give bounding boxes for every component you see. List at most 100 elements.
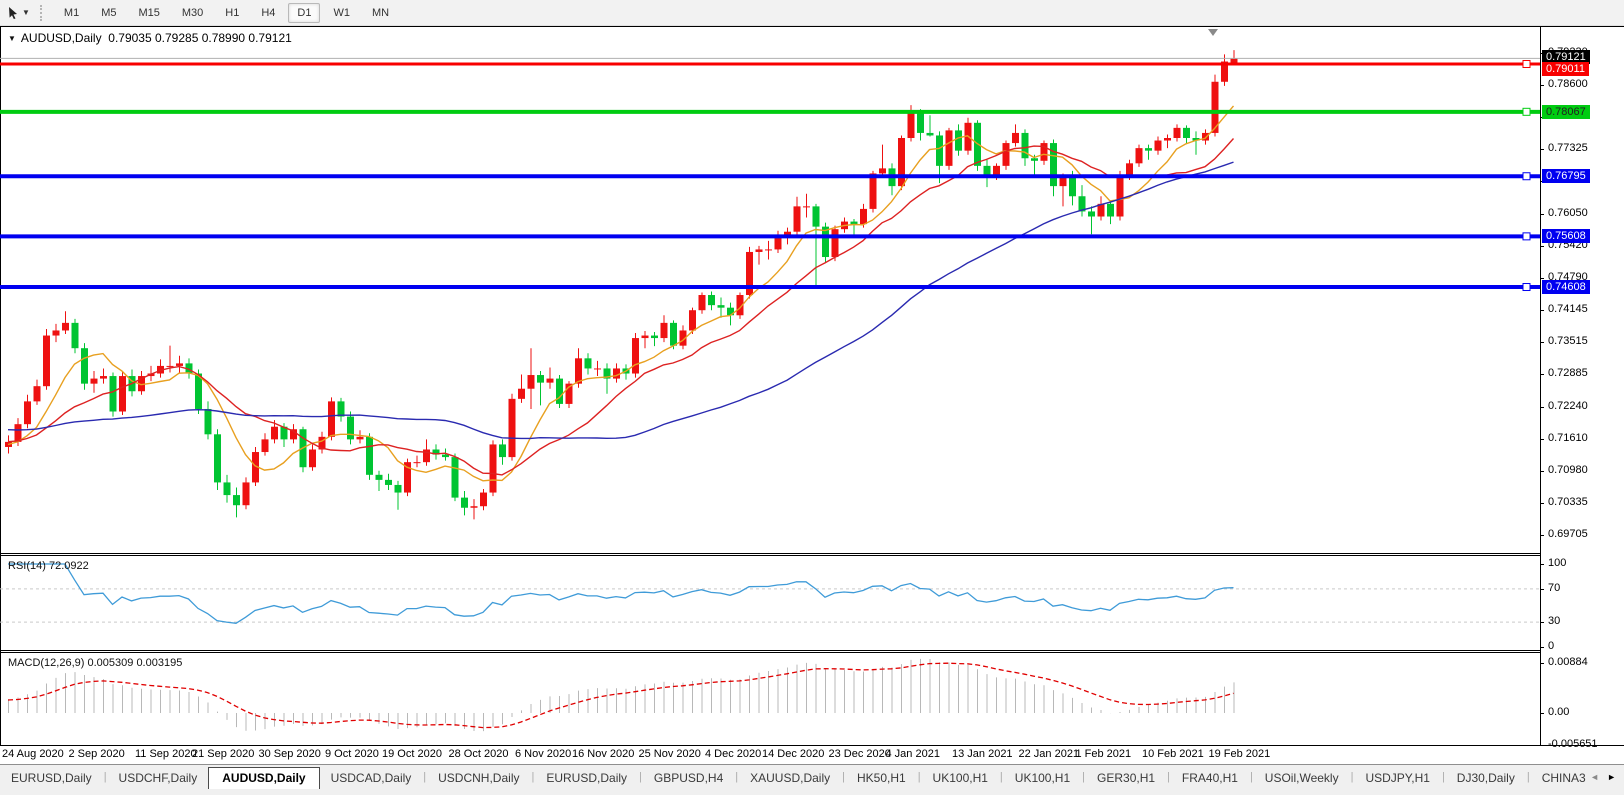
price-tick-label: 0.73515	[1548, 335, 1588, 348]
date-label: 6 Nov 2020	[515, 748, 572, 760]
macd-tick-label-tick	[1540, 744, 1544, 746]
bottom-tab-fra40-h1[interactable]: FRA40,H1	[1181, 771, 1238, 785]
date-label: 11 Sep 2020	[135, 748, 197, 760]
date-label: 25 Nov 2020	[638, 748, 701, 760]
bottom-tab-ger30-h1[interactable]: GER30,H1	[1097, 771, 1156, 785]
panel-separator-macd-top[interactable]	[0, 650, 1624, 651]
bottom-tab-gbpusd-h4[interactable]: GBPUSD,H4	[653, 771, 724, 785]
price-tick-label: 0.70335	[1548, 496, 1588, 509]
price-axis-line	[1540, 27, 1541, 745]
date-label: 16 Nov 2020	[572, 748, 635, 760]
bottom-tab-usdcad-daily[interactable]: USDCAD,Daily	[330, 771, 412, 785]
price-axis[interactable]: 0.792300.786000.779550.773250.766950.760…	[1540, 27, 1624, 750]
date-label: 22 Jan 2021	[1018, 748, 1080, 760]
tab-scroll-right-icon[interactable]: ►	[1607, 772, 1616, 782]
price-tick-label-tick	[1540, 149, 1544, 151]
crosshair-cursor-icon[interactable]: ▼	[0, 6, 34, 20]
price-tick-label: 0.77325	[1548, 142, 1588, 155]
bottom-tab-xauusd-daily[interactable]: XAUUSD,Daily	[750, 771, 831, 785]
date-label: 1 Feb 2021	[1075, 748, 1132, 760]
bottom-tab-uk100-h1[interactable]: UK100,H1	[1014, 771, 1071, 785]
rsi-tick-label-tick	[1540, 622, 1544, 624]
date-label: 9 Oct 2020	[325, 748, 379, 760]
bottom-tab-usdcnh-daily[interactable]: USDCNH,Daily	[438, 771, 520, 785]
collapse-triangle-icon[interactable]: ▼	[8, 34, 16, 43]
timeframe-button-m30[interactable]: M30	[181, 6, 204, 19]
timeframe-toolbar: ▼ M1 M5 M15 M30 H1 H4 D1 W1 MN	[0, 0, 1624, 26]
price-tick-label-tick	[1540, 342, 1544, 344]
rsi-tick-label: 100	[1548, 557, 1567, 569]
tab-separator: |	[1441, 771, 1445, 783]
timeframe-button-h4[interactable]: H4	[261, 6, 276, 19]
price-tick-label-tick	[1540, 374, 1544, 376]
timeframe-button-m1[interactable]: M1	[63, 6, 80, 19]
bottom-tab-hk50-h1[interactable]: HK50,H1	[856, 771, 906, 785]
timeframe-button-m15[interactable]: M15	[138, 6, 160, 19]
timeframe-button-m5[interactable]: M5	[101, 6, 117, 19]
panel-separator-rsi-top[interactable]	[0, 553, 1624, 554]
panel-separator-rsi-bottom[interactable]	[0, 555, 1624, 556]
price-tick-label-tick	[1540, 277, 1544, 279]
bottom-tab-eurusd-daily[interactable]: EURUSD,Daily	[546, 771, 628, 785]
timeframe-button-w1[interactable]: W1	[333, 6, 350, 19]
chart-window-left-border	[0, 26, 1, 746]
rsi-tick-label-tick	[1540, 564, 1544, 565]
tab-scroll-left-icon[interactable]: ◄	[1590, 772, 1600, 782]
price-tick-label: 0.72240	[1548, 399, 1588, 412]
candlestick-chart[interactable]	[0, 27, 1540, 553]
chevron-down-icon[interactable]: ▼	[22, 8, 30, 17]
bottom-tab-usdjpy-h1[interactable]: USDJPY,H1	[1365, 771, 1430, 785]
hline-price-badge: 0.79011	[1542, 62, 1589, 76]
rsi-tick-label: 30	[1548, 615, 1561, 628]
toolbar-grip	[39, 4, 45, 21]
macd-label: MACD(12,26,9) 0.005309 0.003195	[8, 657, 182, 669]
date-label: 4 Dec 2020	[705, 748, 762, 760]
chart-window-top-border	[0, 26, 1624, 27]
bottom-tab-uk100-h1[interactable]: UK100,H1	[932, 771, 988, 785]
rsi-label: RSI(14) 72.0922	[8, 560, 89, 572]
date-label: 19 Feb 2021	[1208, 748, 1271, 760]
date-label: 19 Oct 2020	[382, 748, 442, 760]
bottom-tab-dj30-daily[interactable]: DJ30,Daily	[1456, 771, 1515, 785]
timeframe-button-h1[interactable]: H1	[225, 6, 240, 19]
date-label: 4 Jan 2021	[885, 748, 940, 760]
date-axis: 24 Aug 2020 2 Sep 2020 11 Sep 2020 21 Sep 2…	[0, 746, 1624, 763]
tab-separator: |	[103, 771, 107, 783]
rsi-tick-label: 70	[1548, 581, 1561, 594]
price-tick-label: 0.69705	[1548, 528, 1588, 541]
bottom-tab-eurusd-daily[interactable]: EURUSD,Daily	[11, 771, 92, 785]
tab-separator: |	[917, 771, 921, 783]
tab-separator: |	[735, 771, 739, 783]
bottom-tab-usoil-weekly[interactable]: USOil,Weekly	[1264, 771, 1339, 785]
price-tick-label: 0.74790	[1548, 270, 1588, 283]
current-price-badge: 0.79121	[1542, 50, 1590, 65]
date-label: 30 Sep 2020	[258, 748, 321, 760]
rsi-indicator-panel[interactable]	[0, 557, 1540, 650]
price-tick-label-tick	[1540, 470, 1544, 472]
hline-price-badge: 0.74608	[1542, 280, 1590, 294]
tab-separator: |	[1249, 771, 1253, 783]
bottom-tab-china300-h1[interactable]: CHINA300,H1	[1541, 771, 1586, 785]
price-tick-label-tick	[1540, 535, 1544, 537]
tab-scroll-arrows: ◄ ►	[1586, 765, 1624, 789]
bottom-tab-audusd-daily[interactable]: AUDUSD,Daily	[208, 767, 320, 789]
tab-separator: |	[842, 771, 845, 783]
macd-name: MACD(12,26,9)	[8, 657, 85, 669]
macd-tick-label: 0.00884	[1548, 656, 1588, 668]
macd-tick-label-tick	[1540, 663, 1544, 664]
date-label: 2 Sep 2020	[68, 748, 125, 760]
price-tick-label: 0.71610	[1548, 431, 1588, 444]
macd-indicator-panel[interactable]	[0, 654, 1540, 745]
bottom-tab-usdchf-daily[interactable]: USDCHF,Daily	[118, 771, 198, 785]
price-tick-label-tick	[1540, 213, 1544, 215]
panel-separator-macd-bottom[interactable]	[0, 652, 1624, 653]
tab-separator: |	[531, 771, 535, 783]
price-tick-label-tick	[1540, 310, 1544, 312]
macd-tick-label: -0.005651	[1548, 737, 1598, 750]
date-label: 21 Sep 2020	[192, 748, 255, 760]
timeframe-button-mn[interactable]: MN	[371, 6, 390, 19]
chart-symbol-period: AUDUSD,Daily	[20, 31, 102, 45]
timeframe-button-d1[interactable]: D1	[288, 2, 321, 23]
chart-window-bottom-border	[0, 745, 1624, 746]
